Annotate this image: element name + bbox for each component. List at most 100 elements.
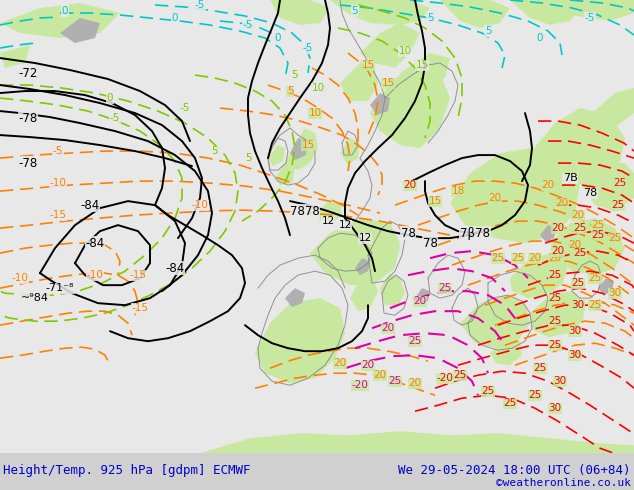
Text: 20: 20 <box>382 323 394 333</box>
Text: 25: 25 <box>438 283 451 293</box>
Text: 7878: 7878 <box>290 205 320 218</box>
Polygon shape <box>440 0 510 28</box>
Text: -78: -78 <box>18 157 37 170</box>
Polygon shape <box>370 63 450 148</box>
Text: 78: 78 <box>583 188 597 198</box>
Text: ©weatheronline.co.uk: ©weatheronline.co.uk <box>496 478 631 488</box>
Text: 12: 12 <box>339 220 352 230</box>
Text: 20: 20 <box>571 210 585 220</box>
Polygon shape <box>415 288 430 305</box>
Text: 7β78: 7β78 <box>460 227 490 240</box>
Polygon shape <box>0 3 120 38</box>
Polygon shape <box>355 258 370 275</box>
Text: -5: -5 <box>110 113 120 123</box>
Text: 25: 25 <box>571 300 585 310</box>
Polygon shape <box>450 148 580 243</box>
Polygon shape <box>590 88 634 125</box>
Text: 25: 25 <box>592 230 605 240</box>
Polygon shape <box>255 298 345 383</box>
Text: 5: 5 <box>245 153 251 163</box>
Text: 10: 10 <box>398 46 411 56</box>
Text: 15: 15 <box>429 196 442 206</box>
Text: 20: 20 <box>361 360 375 370</box>
Text: 5: 5 <box>212 146 218 156</box>
Polygon shape <box>580 163 634 211</box>
Text: 30: 30 <box>569 350 581 360</box>
Text: -5: -5 <box>195 0 205 10</box>
Text: -15: -15 <box>129 270 146 280</box>
Polygon shape <box>270 0 330 25</box>
Text: 0: 0 <box>61 6 68 16</box>
Text: 25: 25 <box>609 233 621 243</box>
Text: 25: 25 <box>548 293 562 303</box>
Text: 25: 25 <box>571 278 585 288</box>
Text: -78: -78 <box>18 112 37 124</box>
Polygon shape <box>550 218 625 275</box>
Text: -15: -15 <box>49 210 67 220</box>
Text: Height/Temp. 925 hPa [gdpm] ECMWF: Height/Temp. 925 hPa [gdpm] ECMWF <box>3 464 250 477</box>
Text: 25: 25 <box>573 248 586 258</box>
Polygon shape <box>370 93 390 115</box>
Text: 20: 20 <box>569 240 581 250</box>
Polygon shape <box>460 295 530 348</box>
Text: 15: 15 <box>361 60 375 70</box>
Polygon shape <box>380 273 405 305</box>
Polygon shape <box>530 108 625 185</box>
Text: 25: 25 <box>503 398 517 408</box>
Polygon shape <box>330 0 430 25</box>
Text: 30: 30 <box>548 403 562 413</box>
Text: 20: 20 <box>373 370 387 380</box>
Polygon shape <box>0 45 30 68</box>
Polygon shape <box>285 128 318 170</box>
Text: 25: 25 <box>408 336 422 346</box>
Text: -84: -84 <box>165 262 184 275</box>
Text: 20: 20 <box>408 378 422 388</box>
Text: 30: 30 <box>569 326 581 336</box>
Text: -84: -84 <box>86 237 105 249</box>
Text: 20: 20 <box>528 253 541 263</box>
Text: -5: -5 <box>243 20 253 30</box>
Text: -72: -72 <box>18 67 37 79</box>
Text: -10: -10 <box>49 178 67 188</box>
Text: 12: 12 <box>358 233 372 243</box>
Polygon shape <box>340 63 378 101</box>
Text: -5: -5 <box>180 103 190 113</box>
Text: 0: 0 <box>537 33 543 43</box>
Polygon shape <box>510 0 580 25</box>
Polygon shape <box>400 53 450 85</box>
Text: 30: 30 <box>571 300 585 310</box>
Text: -15: -15 <box>131 303 148 313</box>
Text: 25: 25 <box>611 200 624 210</box>
Text: -20: -20 <box>437 373 453 383</box>
Text: 25: 25 <box>528 390 541 400</box>
Polygon shape <box>60 18 100 43</box>
Polygon shape <box>268 145 285 166</box>
Text: 20: 20 <box>413 296 427 306</box>
Polygon shape <box>290 138 308 160</box>
Text: 25: 25 <box>548 340 562 350</box>
Text: 20: 20 <box>488 193 501 203</box>
Text: ~⁹84: ~⁹84 <box>21 293 49 303</box>
Text: 5: 5 <box>287 86 294 96</box>
Text: 0: 0 <box>172 13 178 23</box>
Text: -5: -5 <box>303 43 313 53</box>
Text: 25: 25 <box>588 300 602 310</box>
Polygon shape <box>285 288 305 307</box>
Text: 5: 5 <box>352 6 358 16</box>
Text: 20: 20 <box>552 246 564 256</box>
Text: 25: 25 <box>389 376 401 386</box>
Text: 5: 5 <box>292 70 299 80</box>
Text: -5: -5 <box>585 13 595 23</box>
Text: We 29-05-2024 18:00 UTC (06+84): We 29-05-2024 18:00 UTC (06+84) <box>398 464 631 477</box>
Text: 25: 25 <box>491 253 505 263</box>
Text: 20: 20 <box>333 358 347 368</box>
Polygon shape <box>345 243 382 273</box>
Polygon shape <box>275 163 295 185</box>
Text: 12: 12 <box>321 216 335 226</box>
Polygon shape <box>360 23 420 68</box>
Text: -71⁻⁸: -71⁻⁸ <box>46 283 74 293</box>
Text: 25: 25 <box>453 370 467 380</box>
Text: 25: 25 <box>548 316 562 326</box>
Text: 78: 78 <box>401 227 415 240</box>
Polygon shape <box>530 291 585 337</box>
